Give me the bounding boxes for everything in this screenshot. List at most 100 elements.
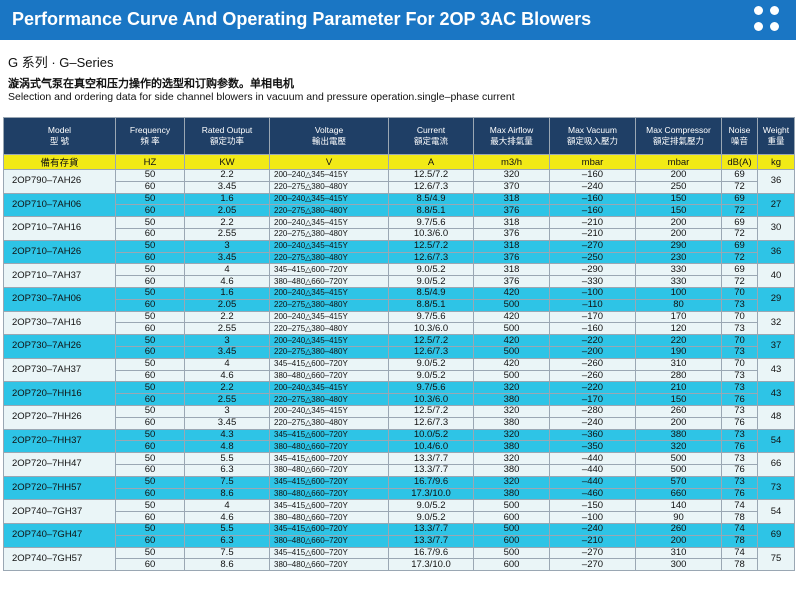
table-row: 60 3.45 220–275△380–480Y 12.6/7.3 380 –240 200… xyxy=(4,416,795,430)
current-cell: 8.5/4.9 xyxy=(388,192,474,206)
table-row: 60 2.55 220–275△380–480Y 10.3/6.0 500 –160 120… xyxy=(4,322,795,336)
vacuum-cell: –210 xyxy=(549,534,636,548)
model-cell: 2OP730–7AH16 xyxy=(3,310,116,336)
weight-cell: 32 xyxy=(757,310,795,336)
current-cell: 8.5/4.9 xyxy=(388,286,474,300)
output-cell: 2.2 xyxy=(184,381,270,395)
header-weight: Weight 重量 xyxy=(757,117,795,155)
header-rated-output: Rated Output 額定功率 xyxy=(184,117,270,155)
noise-cell: 73 xyxy=(721,452,758,465)
noise-cell: 73 xyxy=(721,369,758,383)
frequency-cell: 60 xyxy=(115,416,185,430)
airflow-cell: 380 xyxy=(473,416,550,430)
frequency-cell: 60 xyxy=(115,345,185,359)
airflow-cell: 376 xyxy=(473,275,550,288)
frequency-cell: 60 xyxy=(115,511,185,524)
table-row: 2OP740–7GH57 50 7.5 345–415△600–720Y 16.7/9.… xyxy=(3,546,795,572)
compressor-cell: 290 xyxy=(635,239,722,253)
header-max-vacuum: Max Vacuum 額定吸入壓力 xyxy=(549,117,636,155)
output-cell: 3.45 xyxy=(184,345,270,359)
compressor-cell: 170 xyxy=(635,310,722,324)
compressor-cell: 150 xyxy=(635,192,722,206)
table-row: 60 8.6 380–480△660–720Y 17.3/10.0 380 –460 660… xyxy=(4,487,795,501)
current-cell: 12.5/7.2 xyxy=(388,239,474,253)
current-cell: 9.0/5.2 xyxy=(388,357,474,371)
unit-cell: mbar xyxy=(549,154,636,170)
compressor-cell: 330 xyxy=(635,263,722,277)
current-cell: 9.0/5.2 xyxy=(388,263,474,277)
compressor-cell: 300 xyxy=(635,558,722,572)
compressor-cell: 310 xyxy=(635,357,722,371)
model-cell: 2OP730–7AH06 xyxy=(3,286,116,312)
vacuum-cell: –280 xyxy=(549,404,636,418)
table-row: 60 3.45 220–275△380–480Y 12.6/7.3 500 –200 190… xyxy=(4,345,795,359)
model-cell: 2OP720–7HH26 xyxy=(3,404,116,430)
output-cell: 5.5 xyxy=(184,522,270,536)
table-row: 60 2.55 220–275△380–480Y 10.3/6.0 380 –170 150… xyxy=(4,393,795,406)
airflow-cell: 320 xyxy=(473,169,550,182)
compressor-cell: 250 xyxy=(635,180,722,194)
current-cell: 9.0/5.2 xyxy=(388,369,474,383)
noise-cell: 72 xyxy=(721,180,758,194)
voltage-cell: 200–240△345–415Y xyxy=(269,310,389,324)
model-cell: 2OP720–7HH57 xyxy=(3,475,116,501)
airflow-cell: 318 xyxy=(473,216,550,229)
current-cell: 10.3/6.0 xyxy=(388,227,474,241)
grid-dots-icon xyxy=(754,6,780,32)
noise-cell: 76 xyxy=(721,487,758,501)
output-cell: 4.6 xyxy=(184,275,270,288)
weight-cell: 27 xyxy=(757,192,795,218)
table-row: 2OP730–7AH37 50 4 345–415△600–720Y 9.0/5.2 42… xyxy=(3,357,795,383)
noise-cell: 73 xyxy=(721,345,758,359)
current-cell: 12.6/7.3 xyxy=(388,251,474,265)
header-max-compressor: Max Compressor 額定排氣壓力 xyxy=(635,117,722,155)
voltage-cell: 380–480△660–720Y xyxy=(269,487,389,501)
model-cell: 2OP710–7AH26 xyxy=(3,239,116,265)
header-voltage: Voltage 輸出電壓 xyxy=(269,117,389,155)
compressor-cell: 500 xyxy=(635,463,722,477)
frequency-cell: 50 xyxy=(115,404,185,418)
voltage-cell: 220–275△380–480Y xyxy=(269,251,389,265)
output-cell: 3 xyxy=(184,334,270,347)
compressor-cell: 200 xyxy=(635,416,722,430)
vacuum-cell: –220 xyxy=(549,381,636,395)
voltage-cell: 380–480△660–720Y xyxy=(269,369,389,383)
noise-cell: 69 xyxy=(721,192,758,206)
unit-cell: m3/h xyxy=(473,154,550,170)
airflow-cell: 320 xyxy=(473,475,550,489)
table-row: 2OP710–7AH16 50 2.2 200–240△345–415Y 9.7/5.6… xyxy=(3,216,795,241)
voltage-cell: 200–240△345–415Y xyxy=(269,286,389,300)
table-row: 2OP720–7HH47 50 5.5 345–415△600–720Y 13.3/7.… xyxy=(3,452,795,477)
table-row: 2OP730–7AH16 50 2.2 200–240△345–415Y 9.7/5.6… xyxy=(3,310,795,336)
compressor-cell: 150 xyxy=(635,393,722,406)
table-row: 60 2.55 220–275△380–480Y 10.3/6.0 376 –210 200… xyxy=(4,227,795,241)
noise-cell: 73 xyxy=(721,322,758,336)
table-row: 2OP710–7AH37 50 4 345–415△600–720Y 9.0/5.2 31… xyxy=(3,263,795,288)
noise-cell: 72 xyxy=(721,275,758,288)
compressor-cell: 570 xyxy=(635,475,722,489)
vacuum-cell: –270 xyxy=(549,546,636,560)
noise-cell: 70 xyxy=(721,357,758,371)
frequency-cell: 50 xyxy=(115,169,185,182)
output-cell: 3 xyxy=(184,239,270,253)
table-header-row: Model 型 號 Frequency 頻 率 Rated Output 額定功率 V… xyxy=(3,117,795,155)
frequency-cell: 50 xyxy=(115,263,185,277)
compressor-cell: 320 xyxy=(635,440,722,454)
airflow-cell: 420 xyxy=(473,357,550,371)
subtitle-chinese: 漩涡式气泵在真空和压力操作的选型和订购参数。单相电机 xyxy=(8,78,294,90)
output-cell: 8.6 xyxy=(184,487,270,501)
frequency-cell: 50 xyxy=(115,357,185,371)
table-row: 2OP740–7GH47 50 5.5 345–415△600–720Y 13.3/7.… xyxy=(3,522,795,548)
output-cell: 6.3 xyxy=(184,534,270,548)
output-cell: 2.55 xyxy=(184,393,270,406)
vacuum-cell: –160 xyxy=(549,204,636,218)
frequency-cell: 60 xyxy=(115,180,185,194)
current-cell: 9.7/5.6 xyxy=(388,310,474,324)
airflow-cell: 500 xyxy=(473,369,550,383)
model-cell: 2OP730–7AH26 xyxy=(3,334,116,359)
frequency-cell: 60 xyxy=(115,298,185,312)
noise-cell: 72 xyxy=(721,251,758,265)
table-row: 2OP730–7AH26 50 3 200–240△345–415Y 12.5/7.2 4… xyxy=(3,334,795,359)
vacuum-cell: –260 xyxy=(549,369,636,383)
current-cell: 10.3/6.0 xyxy=(388,322,474,336)
